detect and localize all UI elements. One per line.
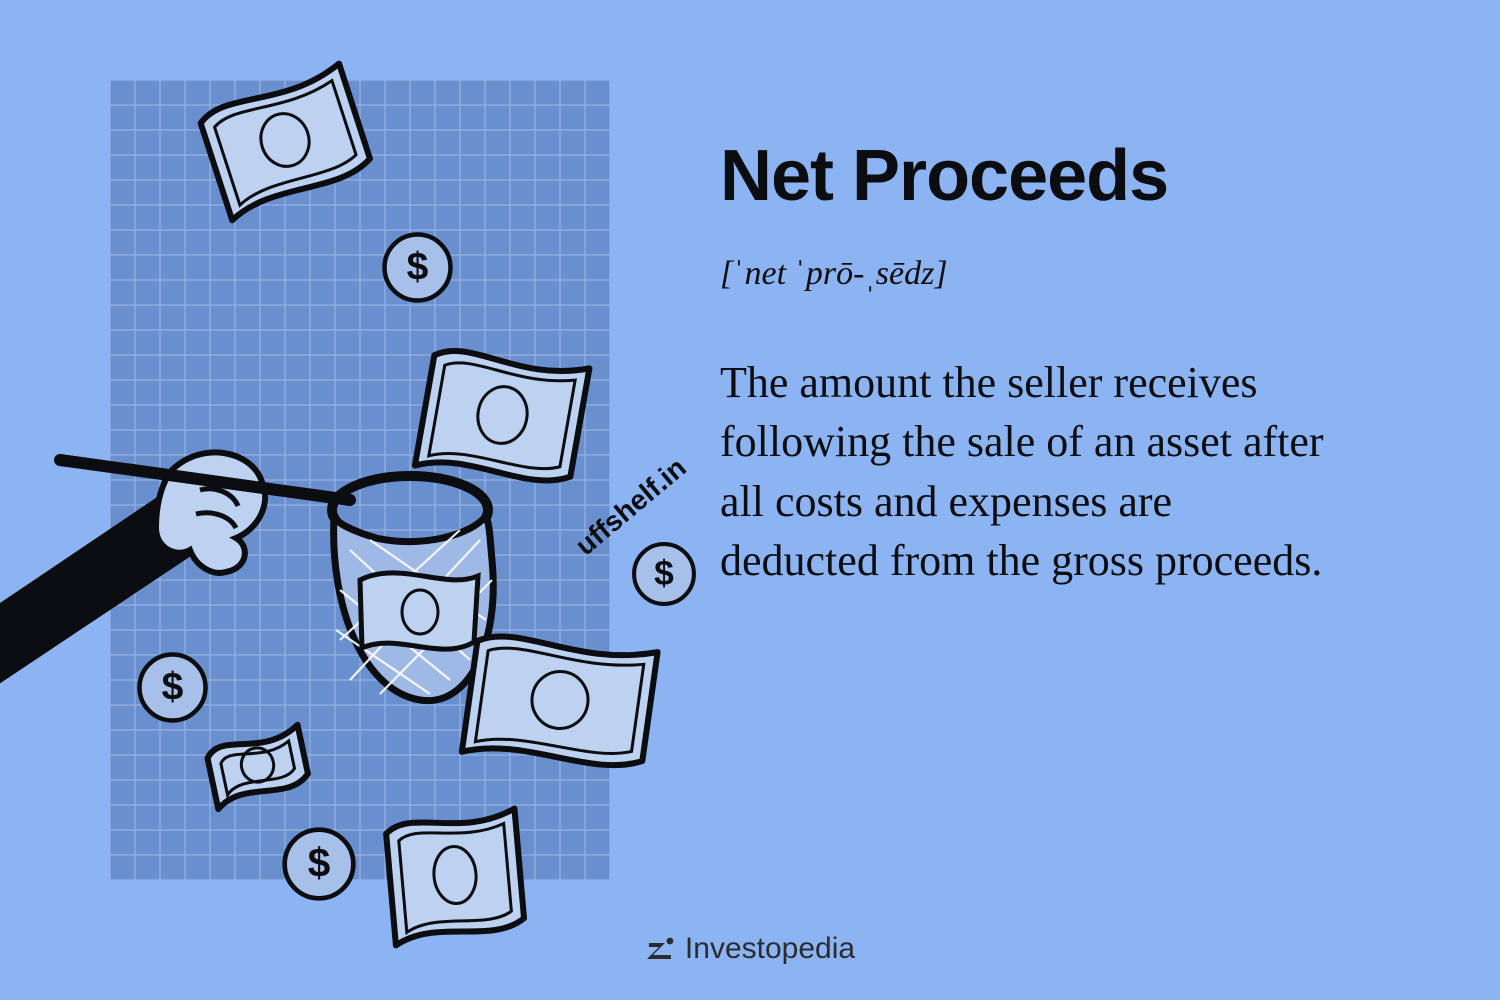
svg-text:$: $	[654, 554, 674, 593]
svg-text:$: $	[308, 839, 331, 885]
brand-name: Investopedia	[685, 932, 855, 966]
dollar-bill-icon	[460, 625, 660, 775]
definition: The amount the seller receives following…	[720, 353, 1340, 591]
investopedia-icon	[645, 933, 677, 965]
coin-icon: $	[630, 540, 698, 608]
svg-text:$: $	[162, 666, 184, 709]
coin-icon: $	[380, 230, 455, 305]
term-title: Net Proceeds	[720, 135, 1400, 217]
svg-text:$: $	[407, 246, 429, 289]
coin-icon: $	[280, 825, 358, 903]
illustration: $ $ $ $	[80, 80, 640, 880]
dollar-bill-icon	[415, 340, 590, 490]
brand-logo: Investopedia	[645, 932, 855, 966]
coin-icon: $	[135, 650, 210, 725]
dollar-bill-icon	[380, 800, 530, 950]
infographic-canvas: $ $ $ $ Net Proceeds [ˈnet ˈprō-ˌsēdz] T…	[0, 0, 1500, 1000]
text-column: Net Proceeds [ˈnet ˈprō-ˌsēdz] The amoun…	[720, 135, 1400, 591]
dollar-bill-icon	[200, 70, 370, 210]
pronunciation: [ˈnet ˈprō-ˌsēdz]	[720, 255, 1400, 293]
